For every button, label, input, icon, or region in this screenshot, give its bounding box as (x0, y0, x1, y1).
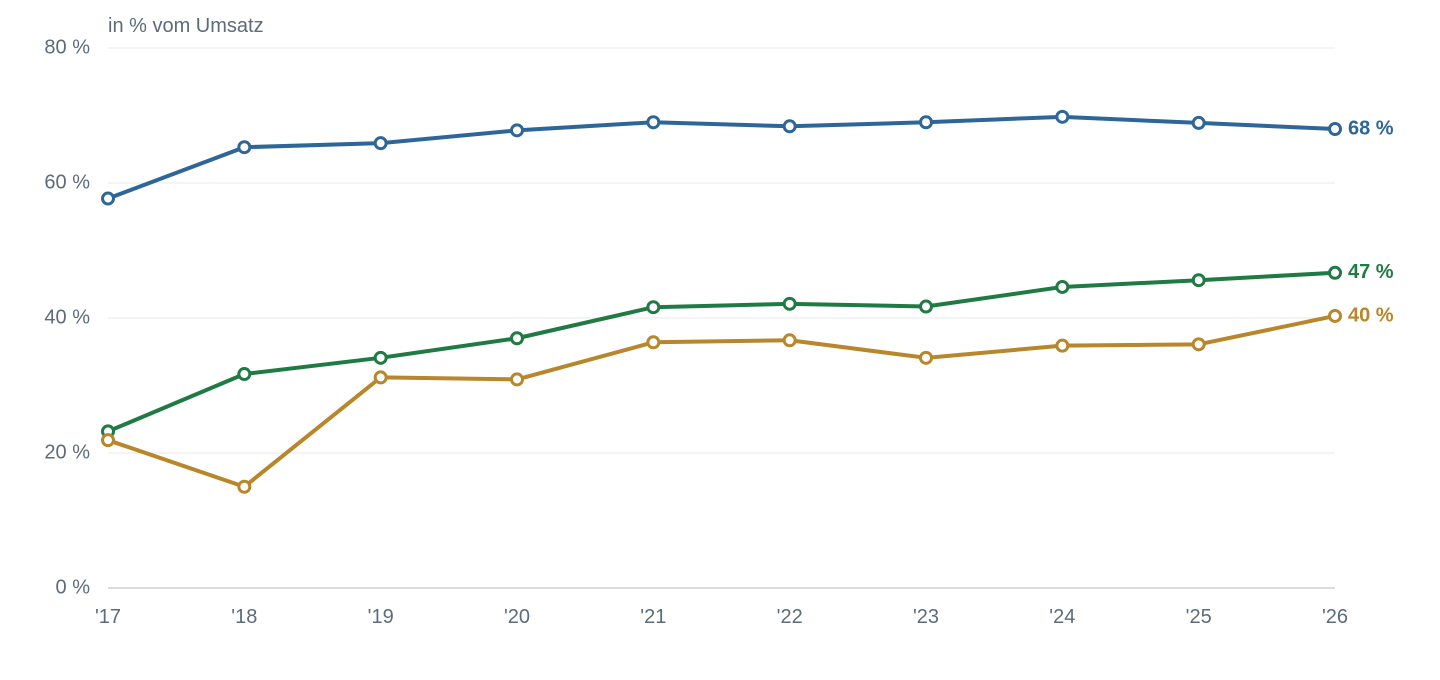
data-point (373, 370, 388, 385)
data-point (373, 136, 388, 151)
data-point (237, 140, 252, 155)
data-point (373, 350, 388, 365)
data-point (1191, 337, 1206, 352)
data-point (237, 479, 252, 494)
data-point (782, 296, 797, 311)
data-point (510, 331, 524, 346)
data-point (101, 433, 115, 448)
series-line (106, 313, 1337, 489)
data-point (1328, 265, 1342, 280)
data-point (919, 115, 933, 130)
data-point (237, 367, 252, 382)
data-point (782, 333, 797, 348)
x-tick-label: '19 (368, 606, 394, 628)
series-end-label: 40 % (1348, 304, 1394, 326)
data-point (782, 119, 797, 134)
y-tick-label: 0 % (56, 576, 91, 598)
x-tick-label: '25 (1186, 606, 1212, 628)
x-tick-label: '22 (777, 606, 803, 628)
series-line (106, 270, 1337, 434)
x-tick-label: '23 (913, 606, 939, 628)
series-end-label: 68 % (1348, 117, 1394, 139)
series-line (106, 114, 1337, 201)
y-axis-unit-label: in % vom Umsatz (108, 15, 264, 37)
data-point (646, 115, 661, 130)
data-point (1328, 122, 1342, 136)
x-tick-label: '26 (1322, 606, 1348, 628)
data-point (919, 350, 933, 365)
data-point (510, 372, 524, 387)
data-point (101, 191, 115, 206)
data-point (1191, 115, 1206, 130)
x-axis-tick-labels: '17 '18 '19 '20 '21 '22 '23 '24 '25 '26 (95, 606, 1348, 628)
series-lines (101, 109, 1342, 494)
series-end-labels: 68 % 47 % 40 % (1348, 117, 1394, 326)
data-point (1055, 279, 1070, 294)
series-end-label: 47 % (1348, 261, 1394, 283)
x-tick-label: '21 (640, 606, 666, 628)
y-tick-label: 20 % (44, 441, 90, 463)
data-point (1055, 338, 1070, 353)
x-tick-label: '18 (231, 606, 257, 628)
y-tick-label: 40 % (44, 306, 90, 328)
data-point (1055, 109, 1070, 124)
series-1 (101, 109, 1342, 206)
series-3 (101, 308, 1342, 494)
y-tick-label: 60 % (44, 171, 90, 193)
data-point (1191, 273, 1206, 288)
data-point (646, 335, 661, 350)
data-point (646, 300, 661, 315)
y-axis-tick-labels: 0 % 20 % 40 % 60 % 80 % (44, 36, 90, 598)
series-2 (101, 265, 1342, 439)
data-point (1328, 308, 1342, 323)
x-tick-label: '20 (504, 606, 530, 628)
data-point (510, 123, 524, 138)
data-point (919, 299, 933, 314)
y-tick-label: 80 % (44, 36, 90, 58)
x-tick-label: '24 (1049, 606, 1075, 628)
x-tick-label: '17 (95, 606, 121, 628)
gridlines (108, 47, 1335, 589)
